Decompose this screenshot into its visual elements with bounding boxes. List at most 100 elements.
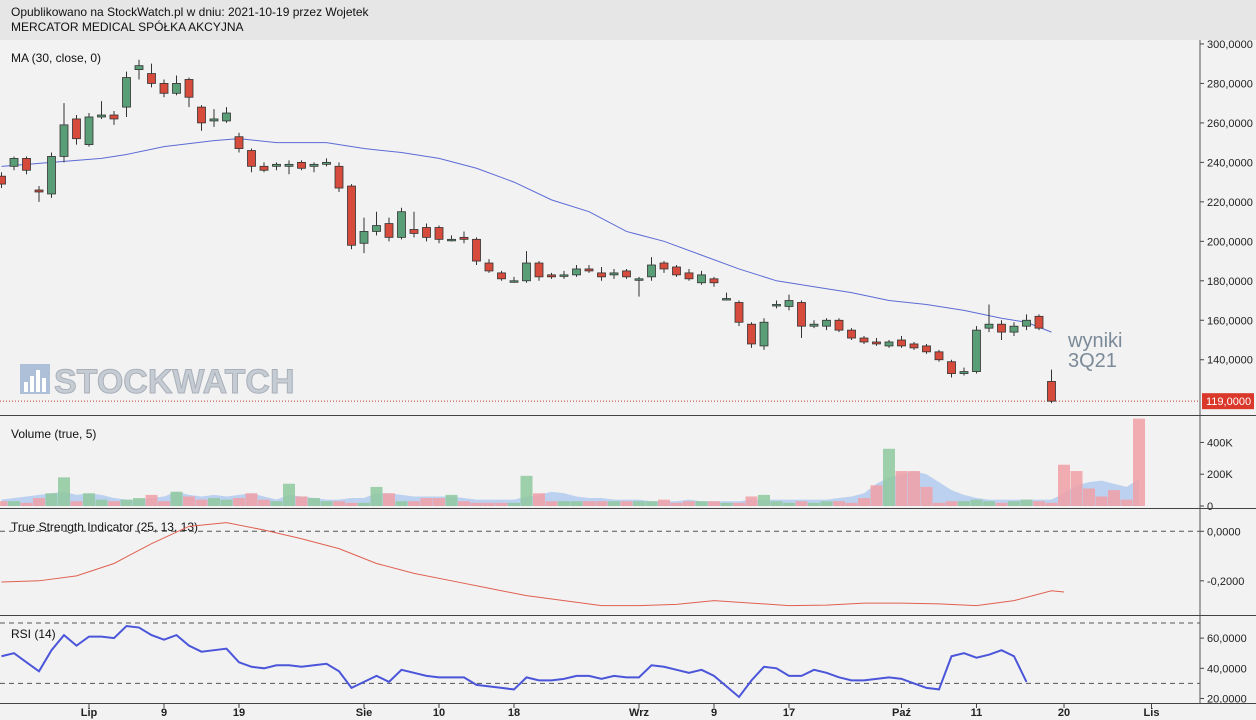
tsi-panel: True Strength Indicator (25, 13, 13) 0,0… — [0, 520, 1244, 607]
candle-body-up — [47, 156, 56, 195]
volume-bar — [58, 477, 70, 506]
candle-body-down — [622, 270, 631, 278]
volume-bar — [308, 498, 320, 506]
candle — [472, 237, 481, 265]
ma-panel-label: MA (30, close, 0) — [11, 51, 101, 65]
candle-body-up — [447, 238, 456, 242]
candle — [172, 75, 181, 96]
volume-bar — [195, 499, 208, 506]
candle-body-down — [872, 341, 881, 345]
volume-bar — [120, 499, 133, 506]
volume-bar — [0, 501, 8, 506]
volume-bar — [183, 496, 195, 506]
candle-body-down — [184, 79, 194, 98]
candle-body-down — [1047, 381, 1056, 402]
candle-body-down — [147, 73, 156, 84]
volume-bar — [670, 502, 683, 506]
volume-bar — [1120, 499, 1133, 506]
volume-bar — [408, 501, 420, 506]
x-tick-label: Paź — [892, 707, 911, 719]
volume-bar — [808, 502, 820, 506]
volume-bar — [495, 502, 508, 506]
volume-bar — [770, 501, 783, 506]
volume-bar — [358, 502, 370, 506]
volume-bar — [33, 498, 45, 506]
candle — [959, 367, 969, 376]
volume-bar — [1108, 490, 1120, 506]
volume-bar — [470, 502, 483, 506]
volume-bar — [433, 498, 445, 506]
volume-bar — [370, 486, 383, 506]
candle — [847, 328, 856, 340]
x-tick-label: 9 — [711, 707, 717, 719]
candle — [159, 79, 169, 98]
volume-bar — [620, 501, 633, 506]
candle — [884, 340, 894, 348]
candle — [909, 341, 919, 350]
candle — [134, 59, 144, 80]
volume-bar — [95, 499, 108, 506]
price-y-tick-label: 280,0000 — [1207, 78, 1253, 90]
rsi-y-tick-label: 20,0000 — [1207, 693, 1247, 705]
candle-body-down — [109, 114, 119, 120]
candle-body-down — [947, 361, 956, 374]
candle — [684, 268, 694, 281]
volume-bar — [483, 502, 495, 506]
candle-body-up — [522, 262, 531, 282]
chart-header: Opublikowano na StockWatch.pl w dniu: 20… — [0, 0, 1256, 40]
candle — [234, 132, 244, 153]
x-tick-label: 20 — [1058, 707, 1070, 719]
volume-bar — [508, 502, 520, 506]
candle-body-up — [97, 114, 106, 118]
candle-body-down — [0, 175, 6, 185]
candle-body-up — [322, 161, 331, 165]
annotation-line2: 3Q21 — [1068, 350, 1117, 372]
volume-bar — [133, 498, 145, 506]
volume-bar — [908, 471, 920, 506]
volume-bar — [1008, 501, 1020, 506]
candle-body-down — [497, 272, 506, 280]
volume-bar — [583, 501, 595, 506]
volume-bar — [445, 494, 458, 506]
candle-body-down — [709, 278, 719, 284]
volume-panel: Volume (true, 5) 400K 200K 0 — [0, 418, 1233, 513]
volume-bar — [695, 501, 708, 506]
last-price-label: 119,0000 — [1206, 396, 1251, 408]
rsi-y-tick-label: 60,0000 — [1207, 633, 1247, 645]
candle — [697, 270, 706, 285]
ma-line — [1, 138, 1052, 333]
candle — [872, 338, 881, 346]
x-tick-label: 9 — [161, 707, 167, 719]
volume-bar — [420, 498, 433, 506]
candle-body-down — [159, 83, 169, 94]
candle-body-down — [297, 161, 306, 169]
candle-body-down — [72, 118, 81, 140]
price-y-tick-label: 220,0000 — [1207, 197, 1253, 209]
volume-bar — [883, 448, 895, 506]
volume-bar — [933, 502, 945, 506]
candle-body-up — [784, 300, 794, 307]
candle-body-down — [384, 223, 394, 238]
stockwatch-watermark: STOCKWATCH — [20, 363, 295, 402]
candle — [859, 336, 869, 344]
candle-body-up — [1009, 325, 1019, 333]
volume-bar — [733, 502, 745, 506]
rsi-panel: RSI (14) 60,0000 40,0000 20,0000 — [0, 622, 1247, 705]
candle — [484, 259, 494, 273]
candle-body-down — [909, 343, 919, 349]
stock-chart: MA (30, close, 0) STOCKWATCH wyniki 3Q21… — [0, 40, 1256, 719]
price-y-tick-label: 200,0000 — [1207, 236, 1253, 248]
candle-body-down — [534, 262, 544, 278]
x-tick-label: 11 — [971, 707, 983, 719]
candle — [0, 172, 6, 189]
candle-body-down — [22, 158, 31, 171]
candle-body-down — [472, 238, 481, 262]
rsi-panel-label: RSI (14) — [11, 627, 56, 641]
candle-body-down — [1034, 315, 1044, 329]
candle-body-down — [797, 302, 806, 327]
volume-bar — [8, 501, 20, 506]
x-tick-label: 18 — [508, 707, 520, 719]
candle-body-up — [559, 274, 569, 277]
candle — [747, 322, 756, 348]
candle-body-down — [434, 227, 444, 240]
